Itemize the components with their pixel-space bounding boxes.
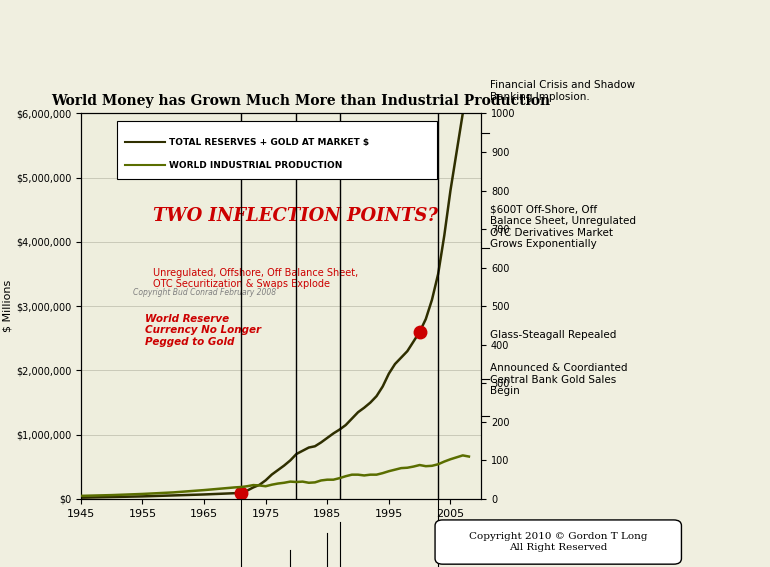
- FancyBboxPatch shape: [435, 520, 681, 564]
- Text: Announced & Coordianted
Central Bank Gold Sales
Begin: Announced & Coordianted Central Bank Gol…: [490, 363, 628, 396]
- Text: Financial Crisis and Shadow
Banking Implosion.: Financial Crisis and Shadow Banking Impl…: [490, 80, 635, 101]
- Text: TWO INFLECTION POINTS?: TWO INFLECTION POINTS?: [153, 208, 438, 225]
- Text: Unregulated, Offshore, Off Balance Sheet,
OTC Securitization & Swaps Explode: Unregulated, Offshore, Off Balance Sheet…: [153, 268, 358, 289]
- Text: Glass-Steagall Repealed: Glass-Steagall Repealed: [490, 329, 617, 340]
- Text: World Money has Grown Much More than Industrial Production: World Money has Grown Much More than Ind…: [52, 94, 551, 108]
- Text: Copyright Bud Conrad February 2008: Copyright Bud Conrad February 2008: [133, 287, 276, 297]
- Y-axis label: $ Millions: $ Millions: [3, 280, 13, 332]
- Text: WORLD INDUSTRIAL PRODUCTION: WORLD INDUSTRIAL PRODUCTION: [169, 161, 343, 170]
- Text: Copyright 2010 © Gordon T Long
All Right Reserved: Copyright 2010 © Gordon T Long All Right…: [469, 532, 648, 552]
- Text: $600T Off-Shore, Off
Balance Sheet, Unregulated
OTC Derivatives Market
Grows Exp: $600T Off-Shore, Off Balance Sheet, Unre…: [490, 204, 637, 249]
- FancyBboxPatch shape: [117, 121, 437, 179]
- Text: TOTAL RESERVES + GOLD AT MARKET $: TOTAL RESERVES + GOLD AT MARKET $: [169, 138, 369, 147]
- Text: World Reserve
Currency No Longer
Pegged to Gold: World Reserve Currency No Longer Pegged …: [145, 314, 261, 347]
